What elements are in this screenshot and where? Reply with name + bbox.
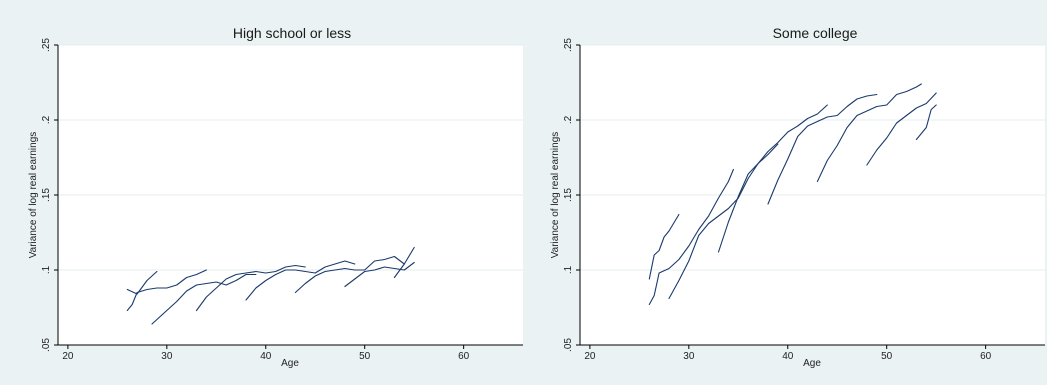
axis-ticks: .05 .1 .15 .2 .25 20 30 40 50 60 [563, 38, 992, 362]
y-tick-label: .25 [41, 38, 52, 52]
series-line-3 [151, 273, 257, 325]
series-line-1 [648, 213, 680, 280]
y-tick-label: .2 [563, 115, 574, 124]
x-tick-label: 20 [62, 351, 74, 362]
x-tick-label: 50 [881, 351, 893, 362]
y-axis-title: Variance of log real earnings [28, 132, 39, 259]
series-line-6 [294, 255, 405, 294]
y-tick-label: .05 [563, 338, 574, 352]
x-tick-label: 50 [359, 351, 371, 362]
series-line-4 [717, 104, 828, 253]
series-line-1 [126, 270, 158, 295]
y-axis-title: Variance of log real earnings [550, 132, 561, 259]
panel-title: High school or less [233, 25, 351, 41]
axis-ticks: .05 .1 .15 .2 .25 20 30 40 50 60 [41, 38, 470, 362]
y-tick-label: .05 [41, 338, 52, 352]
series-line-2 [648, 168, 734, 306]
series-line-6 [816, 83, 922, 183]
series-lines [126, 246, 415, 325]
x-tick-label: 40 [260, 351, 272, 362]
series-line-4 [195, 264, 306, 312]
x-tick-label: 60 [458, 351, 470, 362]
panel-some-college: Some college .05 .1 .15 .2 .25 20 30 40 50 60 Age… [550, 25, 1045, 369]
y-tick-label: .1 [563, 265, 574, 274]
x-tick-label: 40 [782, 351, 794, 362]
series-line-7 [344, 261, 415, 288]
panel-title: Some college [773, 25, 858, 41]
series-line-8 [393, 246, 415, 279]
x-axis-title: Age [281, 358, 299, 369]
panel-high-school-or-less: High school or less .05 .1 .15 .2 .25 20 30 40 5… [28, 25, 523, 369]
x-tick-label: 20 [584, 351, 596, 362]
y-tick-label: .15 [563, 188, 574, 202]
y-tick-label: .15 [41, 188, 52, 202]
x-tick-label: 30 [161, 351, 173, 362]
series-line-7 [866, 92, 937, 166]
x-tick-label: 60 [980, 351, 992, 362]
y-tick-label: .25 [563, 38, 574, 52]
y-tick-label: .2 [41, 115, 52, 124]
y-tick-label: .1 [41, 265, 52, 274]
series-line-2 [126, 269, 207, 312]
x-axis-title: Age [803, 358, 821, 369]
series-lines [648, 83, 937, 306]
series-line-5 [245, 260, 356, 301]
x-tick-label: 30 [683, 351, 695, 362]
series-line-8 [915, 104, 937, 141]
series-line-5 [767, 93, 878, 205]
